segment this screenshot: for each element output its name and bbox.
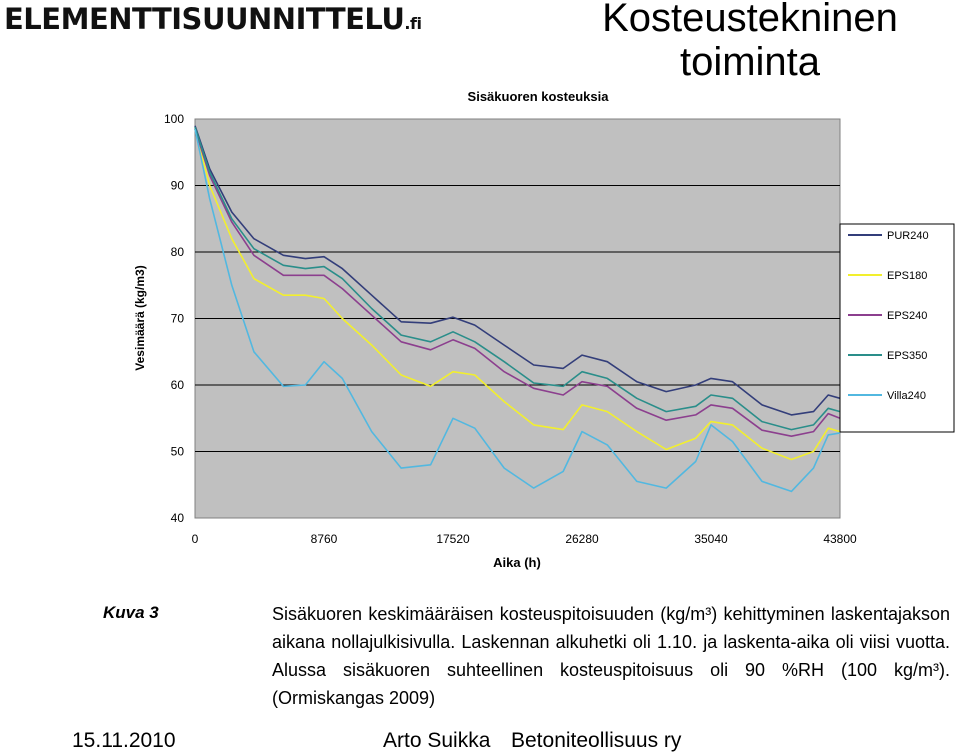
- y-tick-label: 80: [171, 245, 185, 259]
- logo-suffix: .fi: [404, 14, 422, 33]
- x-tick-labels: 0 8760 17520 26280 35040 43800: [192, 532, 857, 546]
- y-tick-label: 70: [171, 312, 185, 326]
- x-tick-label: 0: [192, 532, 199, 546]
- legend-label: EPS350: [887, 350, 927, 362]
- series-line-eps350: [194, 126, 841, 431]
- caption-text: Sisäkuoren keskimääräisen kosteuspitoisu…: [272, 604, 950, 708]
- legend-box: [839, 223, 955, 433]
- series-line-eps180: [194, 128, 841, 461]
- footer-date: 15.11.2010: [72, 729, 176, 752]
- y-tick-label: 40: [171, 511, 185, 525]
- series-lines: [194, 125, 841, 493]
- y-tick-label: 60: [171, 378, 185, 392]
- caption-label: Kuva 3: [103, 603, 159, 622]
- legend-label: EPS180: [887, 270, 927, 282]
- series-line-eps240: [194, 128, 841, 438]
- x-tick-label: 8760: [311, 532, 338, 546]
- y-tick-labels: 40 50 60 70 80 90 100: [164, 112, 184, 525]
- legend-label: EPS240: [887, 310, 927, 322]
- y-tick-label: 100: [164, 112, 184, 126]
- x-axis-label: Aika (h): [493, 555, 541, 570]
- legend-label: Villa240: [887, 390, 926, 402]
- y-tick-label: 90: [171, 179, 185, 193]
- series-line-pur240: [194, 125, 841, 416]
- chart-title: Sisäkuoren kosteuksia: [468, 89, 610, 104]
- x-tick-label: 17520: [436, 532, 470, 546]
- logo: ELEMENTTISUUNNITTELU.fi: [4, 2, 422, 36]
- x-tick-label: 43800: [823, 532, 857, 546]
- series-line-villa240: [194, 128, 841, 493]
- slide-title: Kosteustekninen toiminta: [602, 0, 898, 84]
- moisture-line-chart: Sisäkuoren kosteuksia 40 50 60 70 80 90 100 0 8…: [133, 89, 955, 570]
- footer-author: Arto Suikka: [383, 729, 491, 752]
- legend: PUR240 EPS180 EPS240 EPS350 Villa240: [839, 223, 955, 433]
- x-tick-label: 35040: [694, 532, 728, 546]
- legend-label: PUR240: [887, 230, 929, 242]
- x-tick-label: 26280: [565, 532, 599, 546]
- footer-org: Betoniteollisuus ry: [511, 729, 682, 752]
- logo-text: ELEMENTTISUUNNITTELU: [4, 2, 405, 36]
- y-axis-label: Vesimäärä (kg/m3): [133, 265, 147, 370]
- y-tick-label: 50: [171, 445, 185, 459]
